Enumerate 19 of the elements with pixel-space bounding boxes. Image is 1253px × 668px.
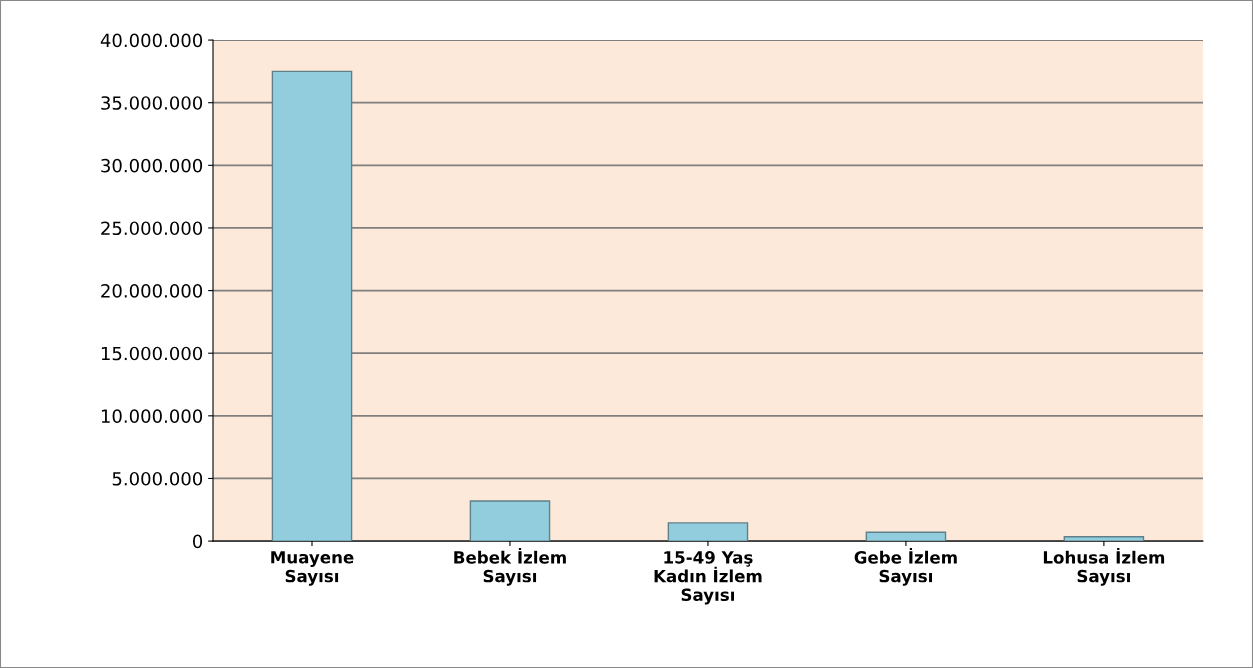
bar [1063, 536, 1145, 542]
y-tick-label: 5.000.000 [112, 471, 203, 486]
x-tick-label: Gebe İzlem Sayısı [854, 548, 957, 586]
x-tick-label: Muayene Sayısı [271, 551, 354, 586]
y-tick-label: 20.000.000 [101, 284, 203, 298]
bar [865, 531, 947, 542]
y-tick-label: 25.000.000 [101, 221, 203, 236]
bar [271, 70, 353, 542]
y-tick-label: 40.000.000 [100, 33, 203, 48]
x-tick-label: Bebek İzlem Sayısı [454, 548, 566, 586]
y-tick-label: 10.000.000 [101, 409, 203, 423]
y-tick-label: 30.000.000 [101, 158, 203, 173]
bar [667, 522, 749, 542]
y-tick-label: 0 [192, 534, 203, 549]
bar [469, 500, 551, 542]
x-tick-label: 15-49 Yaş Kadın İzlem Sayısı [654, 551, 762, 605]
y-tick-label: 15.000.000 [101, 346, 203, 361]
y-tick-label: 35.000.000 [101, 96, 203, 110]
x-tick-label: Lohusa İzlem Sayısı [1043, 548, 1165, 586]
